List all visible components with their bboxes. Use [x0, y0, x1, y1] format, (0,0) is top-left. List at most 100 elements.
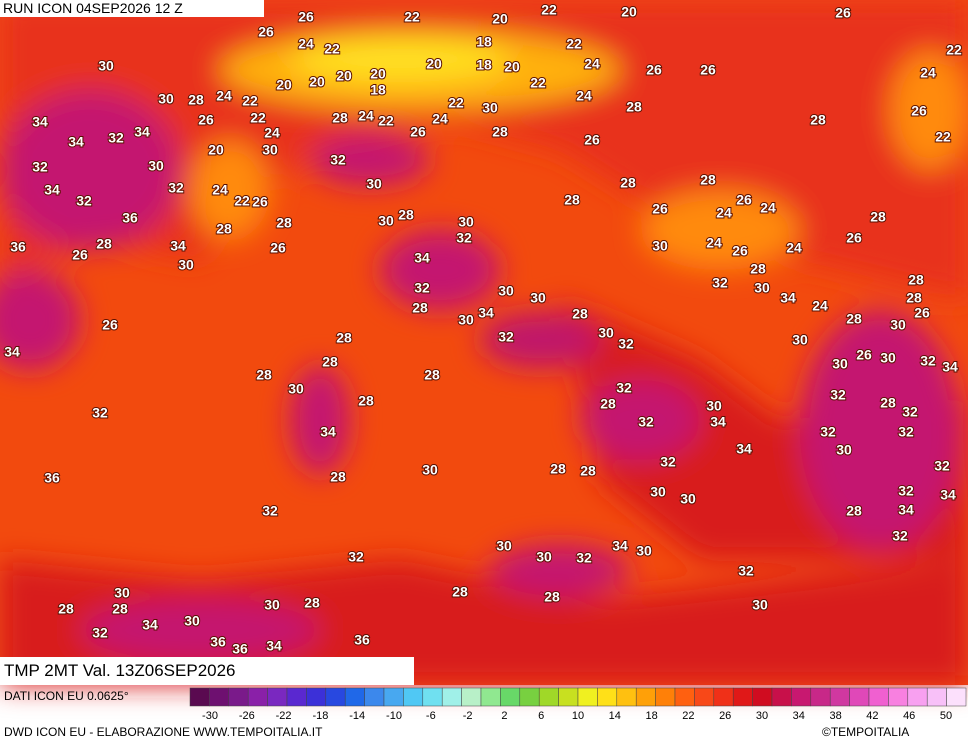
temperature-label: 32	[262, 503, 278, 519]
temperature-label: 22	[234, 193, 250, 209]
temperature-label: 22	[242, 93, 258, 109]
colorbar-swatch	[635, 687, 656, 707]
temperature-label: 32	[920, 353, 936, 369]
temperature-label: 26	[835, 5, 851, 21]
colorbar-swatch	[325, 687, 346, 707]
colorbar-swatch	[306, 687, 327, 707]
temperature-label: 26	[914, 305, 930, 321]
temperature-label: 24	[786, 240, 802, 256]
temperature-label: 28	[564, 192, 580, 208]
colorbar-swatch	[344, 687, 365, 707]
temperature-label: 34	[142, 617, 158, 633]
temperature-label: 26	[700, 62, 716, 78]
temperature-label: 28	[336, 330, 352, 346]
temperature-label: 28	[626, 99, 642, 115]
colorbar-tick-label: 22	[682, 710, 694, 722]
colorbar-tick-label: 46	[903, 710, 915, 722]
colorbar-swatch	[538, 687, 559, 707]
colorbar-swatch	[558, 687, 579, 707]
temperature-label: 34	[898, 502, 914, 518]
colorbar-swatch	[461, 687, 482, 707]
temperature-label: 32	[892, 528, 908, 544]
temperature-label: 24	[358, 108, 374, 124]
colorbar-tick-label: -14	[349, 710, 365, 722]
temperature-label: 32	[348, 549, 364, 565]
temperature-label: 36	[122, 210, 138, 226]
temperature-label: 28	[846, 311, 862, 327]
colorbar-tick-label: -30	[202, 710, 218, 722]
temperature-label: 26	[584, 132, 600, 148]
colorbar-swatch	[403, 687, 424, 707]
temperature-label: 18	[476, 34, 492, 50]
temperature-label: 22	[935, 129, 951, 145]
colorbar-swatch	[694, 687, 715, 707]
temperature-label: 28	[332, 110, 348, 126]
temperature-label: 26	[258, 24, 274, 40]
temperature-label: 26	[252, 194, 268, 210]
colorbar-swatch	[597, 687, 618, 707]
colorbar-tick-label: 14	[609, 710, 621, 722]
temperature-label: 34	[134, 124, 150, 140]
temperature-label: 28	[620, 175, 636, 191]
temperature-label: 30	[496, 538, 512, 554]
temperature-label: 28	[452, 584, 468, 600]
temperature-label: 32	[456, 230, 472, 246]
temperature-label: 34	[612, 538, 628, 554]
temperature-label: 30	[792, 332, 808, 348]
temperature-label: 22	[530, 75, 546, 91]
colorbar-tick-label: 26	[719, 710, 731, 722]
colorbar-tick-label: 30	[756, 710, 768, 722]
temperature-label: 28	[550, 461, 566, 477]
temperature-label: 30	[650, 484, 666, 500]
temperature-label: 32	[76, 193, 92, 209]
temperature-label: 22	[250, 110, 266, 126]
colorbar-swatch	[247, 687, 268, 707]
temperature-label: 30	[706, 398, 722, 414]
colorbar-swatch	[868, 687, 889, 707]
colorbar-swatch	[674, 687, 695, 707]
colorbar-tick-label: 38	[829, 710, 841, 722]
temperature-label: 34	[44, 182, 60, 198]
temperature-label: 28	[216, 221, 232, 237]
temperature-label: 30	[536, 549, 552, 565]
temperature-label: 30	[752, 597, 768, 613]
temperature-label: 36	[10, 239, 26, 255]
temperature-label: 22	[404, 9, 420, 25]
temperature-label: 32	[92, 625, 108, 641]
temperature-label: 24	[584, 56, 600, 72]
temperature-label: 24	[216, 88, 232, 104]
temperature-label: 26	[652, 201, 668, 217]
temperature-label: 22	[324, 41, 340, 57]
temperature-label: 22	[448, 95, 464, 111]
colorbar-tick-label: -22	[276, 710, 292, 722]
colorbar-swatch	[500, 687, 521, 707]
colorbar: -30 -26 -22 -18 -14 -10 -6 -2 2 6 10 14 18 22 26 30 34 38…	[189, 687, 967, 722]
temperature-label: 32	[616, 380, 632, 396]
temperature-label: 28	[750, 261, 766, 277]
temperature-label: 32	[902, 404, 918, 420]
colorbar-swatch	[189, 687, 210, 707]
temperature-label: 28	[330, 469, 346, 485]
temperature-label: 28	[572, 306, 588, 322]
temperature-label: 26	[736, 192, 752, 208]
temperature-label: 32	[498, 329, 514, 345]
temperature-label: 34	[414, 250, 430, 266]
temperature-label: 26	[646, 62, 662, 78]
temperature-label: 32	[168, 180, 184, 196]
temperature-label: 34	[478, 305, 494, 321]
colorbar-swatch	[286, 687, 307, 707]
header-box	[0, 0, 264, 17]
temperature-label: 30	[680, 491, 696, 507]
temperature-label: 34	[320, 424, 336, 440]
colorbar-tick-label: 10	[572, 710, 584, 722]
temperature-label: 24	[576, 88, 592, 104]
colorbar-tick-label: 6	[538, 710, 544, 722]
temperature-label: 30	[366, 176, 382, 192]
colorbar-swatch	[422, 687, 443, 707]
temperature-label: 24	[432, 111, 448, 127]
temperature-label: 36	[232, 641, 248, 657]
temperature-label: 30	[498, 283, 514, 299]
temperature-label: 20	[309, 74, 325, 90]
temperature-label: 30	[262, 142, 278, 158]
temperature-label: 18	[476, 57, 492, 73]
